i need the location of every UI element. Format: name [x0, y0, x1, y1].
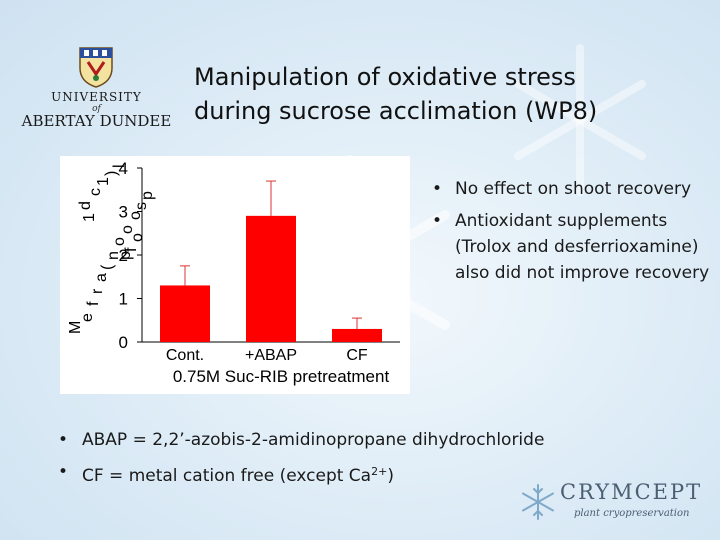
bullet-item: Antioxidant supplements (Trolox and desf… [426, 208, 716, 286]
y-tick-label: 1 [119, 290, 128, 309]
y-axis-label-fragment: ) [103, 171, 120, 176]
y-axis-label-fragment: o [129, 233, 146, 242]
bullet-cf-superscript: 2+ [371, 465, 388, 478]
logo-abertay-dundee-text: ABERTAY DUNDEE [21, 112, 172, 130]
definitions-bullet-list: ABAP = 2,2’-azobis-2-amidinopropane dihy… [52, 424, 712, 492]
y-axis-label-fragment: p [117, 251, 134, 260]
y-axis-label-fragment: d [77, 201, 94, 210]
x-tick-label: Cont. [166, 347, 204, 364]
findings-bullet-list: No effect on shoot recovery Antioxidant … [426, 176, 716, 292]
slide-title: Manipulation of oxidative stress during … [194, 60, 704, 128]
x-tick-label: +ABAP [245, 347, 297, 364]
university-logo: UNIVERSITY of ABERTAY DUNDEE [14, 46, 179, 130]
slide-title-line-1: Manipulation of oxidative stress [194, 63, 576, 91]
university-crest-icon [79, 47, 113, 88]
y-axis-label-fragment: c [87, 188, 104, 196]
y-axis-label-fragment: s [133, 202, 150, 210]
slide-title-line-2: during sucrose acclimation (WP8) [194, 97, 598, 125]
bullet-cf-end: ) [387, 466, 394, 486]
logo-university-text: UNIVERSITY [51, 90, 142, 104]
y-axis-label-fragment: f [85, 301, 102, 306]
bullet-item-cf: CF = metal cation free (except Ca2+) [52, 456, 712, 492]
y-axis-label-fragment: 1 [81, 213, 98, 222]
logo-of-text: of [92, 104, 101, 114]
bullet-item: No effect on shoot recovery [426, 176, 716, 202]
y-tick-label: 0 [119, 333, 128, 352]
brand-tagline: plant cryopreservation [574, 508, 690, 519]
bar-chart: 0 1 2 3 4 Cont. +ABAP CF 0.75M Suc-RIB pretreatm… [60, 156, 410, 394]
brand-name: CRYMCEPT [560, 480, 703, 504]
y-tick-label: 3 [119, 203, 128, 222]
snowflake-icon [522, 484, 554, 520]
bullet-item-abap: ABAP = 2,2’-azobis-2-amidinopropane dihy… [52, 424, 712, 456]
y-axis-label-fragment: 1 [95, 177, 112, 186]
bar [332, 328, 382, 342]
y-axis-label-fragment: e [79, 313, 96, 322]
y-axis-label-fragment: ( [99, 264, 116, 270]
y-tick-label: 2 [119, 246, 128, 265]
y-axis-label-fragment: r [89, 288, 106, 294]
y-axis-label-fragment: n [105, 251, 122, 260]
x-tick-label: CF [346, 347, 368, 364]
bullet-cf-text: CF = metal cation free (except Ca [82, 466, 372, 486]
bar-chart-svg: 0 1 2 3 4 Cont. +ABAP CF 0.75M Suc-RIB pretreatm… [67, 159, 400, 386]
bar [246, 215, 296, 342]
y-axis-label-fragment: l [111, 164, 128, 168]
bar [160, 285, 210, 342]
y-axis-label-fragment: o [127, 211, 144, 220]
y-axis-label-fragment: o [111, 237, 128, 246]
y-tick-label: 4 [119, 159, 128, 178]
y-axis-label-fragment: a [93, 273, 110, 282]
x-axis-label: 0.75M Suc-RIB pretreatment [173, 367, 390, 386]
y-axis-label-fragment: M [67, 321, 84, 334]
y-axis-label-fragment: p [139, 191, 156, 200]
background-snowflake-icon [514, 44, 646, 196]
y-axis-label-fragment: f [123, 247, 140, 252]
crymcept-logo: CRYMCEPT plant cryopreservation [516, 478, 716, 528]
y-axis-label-fragment: o [119, 225, 136, 234]
